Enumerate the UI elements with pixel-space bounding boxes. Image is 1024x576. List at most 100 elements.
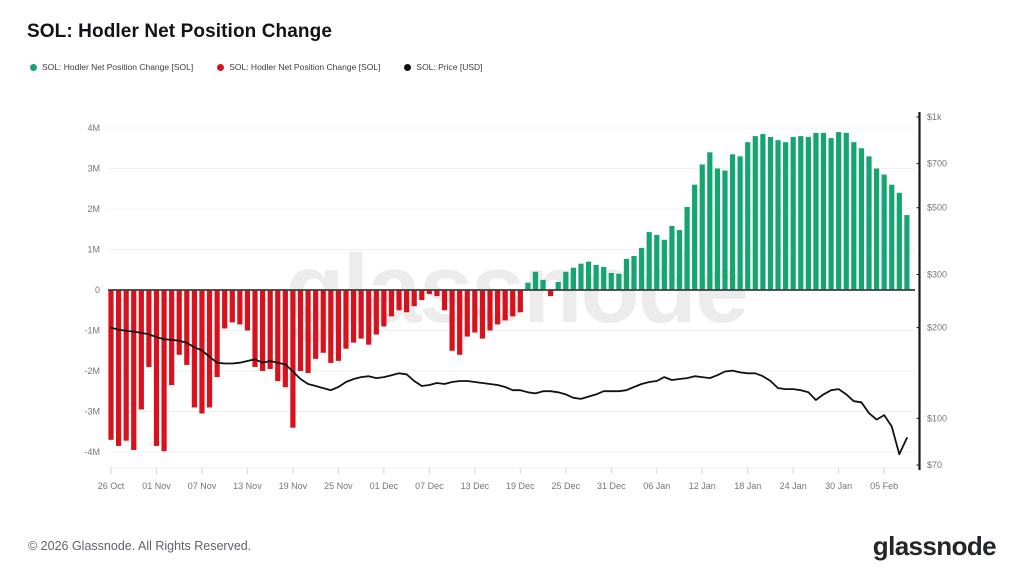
bar[interactable] — [714, 168, 720, 291]
bar[interactable] — [896, 192, 902, 290]
bar[interactable] — [881, 174, 887, 290]
bar[interactable] — [184, 290, 190, 365]
bar[interactable] — [373, 290, 379, 335]
bar[interactable] — [699, 164, 705, 290]
bar[interactable] — [343, 290, 349, 349]
bar[interactable] — [320, 290, 326, 353]
bar[interactable] — [108, 290, 114, 440]
bar[interactable] — [631, 255, 637, 290]
bar[interactable] — [411, 290, 417, 307]
bar[interactable] — [153, 290, 160, 446]
bar[interactable] — [479, 290, 486, 339]
bar[interactable] — [123, 290, 129, 441]
bar[interactable] — [457, 290, 463, 355]
bar[interactable] — [388, 290, 395, 317]
bar[interactable] — [873, 168, 880, 291]
bar[interactable] — [783, 142, 789, 290]
bar[interactable] — [555, 281, 561, 290]
bar[interactable] — [729, 154, 736, 290]
bar[interactable] — [441, 290, 448, 311]
bar[interactable] — [585, 261, 592, 290]
bar[interactable] — [396, 290, 402, 311]
bar[interactable] — [684, 206, 690, 290]
bar[interactable] — [366, 290, 372, 345]
bar[interactable] — [548, 290, 554, 297]
bar[interactable] — [889, 184, 895, 290]
bar[interactable] — [214, 290, 220, 378]
bar[interactable] — [358, 290, 364, 339]
bar[interactable] — [737, 156, 743, 290]
bar[interactable] — [260, 290, 266, 371]
bar[interactable] — [449, 290, 455, 351]
bar[interactable] — [131, 290, 137, 450]
bar[interactable] — [866, 156, 872, 290]
bar[interactable] — [350, 290, 357, 343]
bar[interactable] — [487, 290, 493, 331]
bar[interactable] — [161, 290, 167, 452]
bar[interactable] — [404, 290, 410, 313]
bar[interactable] — [563, 271, 569, 290]
bar[interactable] — [836, 132, 842, 290]
bar[interactable] — [426, 290, 432, 295]
bar[interactable] — [464, 290, 470, 337]
bar[interactable] — [222, 290, 228, 329]
bar[interactable] — [290, 290, 296, 428]
bar[interactable] — [798, 136, 804, 290]
bar[interactable] — [676, 230, 683, 290]
bar[interactable] — [229, 290, 235, 323]
bar[interactable] — [570, 267, 576, 290]
bar[interactable] — [517, 290, 523, 313]
bar[interactable] — [790, 136, 796, 290]
bar[interactable] — [267, 290, 273, 369]
bar[interactable] — [805, 136, 811, 290]
bar[interactable] — [335, 290, 341, 361]
bar[interactable] — [654, 234, 660, 290]
bar[interactable] — [494, 290, 501, 325]
legend-item-hodler-net-position-positive[interactable]: SOL: Hodler Net Position Change [SOL] — [30, 62, 193, 72]
bar[interactable] — [775, 140, 781, 290]
bar[interactable] — [169, 290, 175, 386]
bar[interactable] — [282, 290, 288, 388]
bar[interactable] — [191, 290, 197, 408]
bar[interactable] — [722, 170, 728, 290]
bar[interactable] — [328, 290, 334, 363]
bar[interactable] — [669, 226, 675, 290]
bar[interactable] — [206, 290, 213, 408]
bar[interactable] — [767, 136, 774, 290]
bar[interactable] — [745, 142, 751, 290]
bar[interactable] — [601, 266, 607, 290]
legend-item-hodler-net-position-negative[interactable]: SOL: Hodler Net Position Change [SOL] — [217, 62, 380, 72]
bar[interactable] — [760, 134, 766, 290]
bar[interactable] — [646, 232, 652, 290]
bar[interactable] — [616, 273, 622, 290]
bar[interactable] — [244, 290, 251, 331]
bar[interactable] — [623, 258, 630, 290]
bar[interactable] — [313, 290, 319, 359]
bar[interactable] — [525, 282, 531, 290]
bar[interactable] — [138, 290, 144, 410]
bar[interactable] — [578, 263, 584, 290]
bar[interactable] — [532, 271, 539, 290]
bar[interactable] — [858, 148, 865, 290]
bar[interactable] — [904, 215, 910, 290]
bar[interactable] — [115, 290, 122, 446]
bar[interactable] — [752, 136, 758, 290]
bar[interactable] — [843, 132, 849, 290]
bar[interactable] — [593, 264, 599, 290]
bar[interactable] — [434, 290, 440, 297]
bar[interactable] — [851, 142, 857, 290]
bar[interactable] — [661, 239, 667, 290]
bar[interactable] — [608, 272, 614, 290]
price-line[interactable] — [110, 326, 908, 456]
legend-item-price[interactable]: SOL: Price [USD] — [404, 62, 483, 72]
bar[interactable] — [297, 290, 304, 371]
bar[interactable] — [510, 290, 516, 317]
bar[interactable] — [707, 152, 713, 290]
bar[interactable] — [305, 290, 311, 374]
bar[interactable] — [275, 290, 281, 382]
bar[interactable] — [692, 184, 698, 290]
bar[interactable] — [176, 290, 182, 355]
bar[interactable] — [540, 279, 546, 290]
bar[interactable] — [820, 132, 827, 290]
